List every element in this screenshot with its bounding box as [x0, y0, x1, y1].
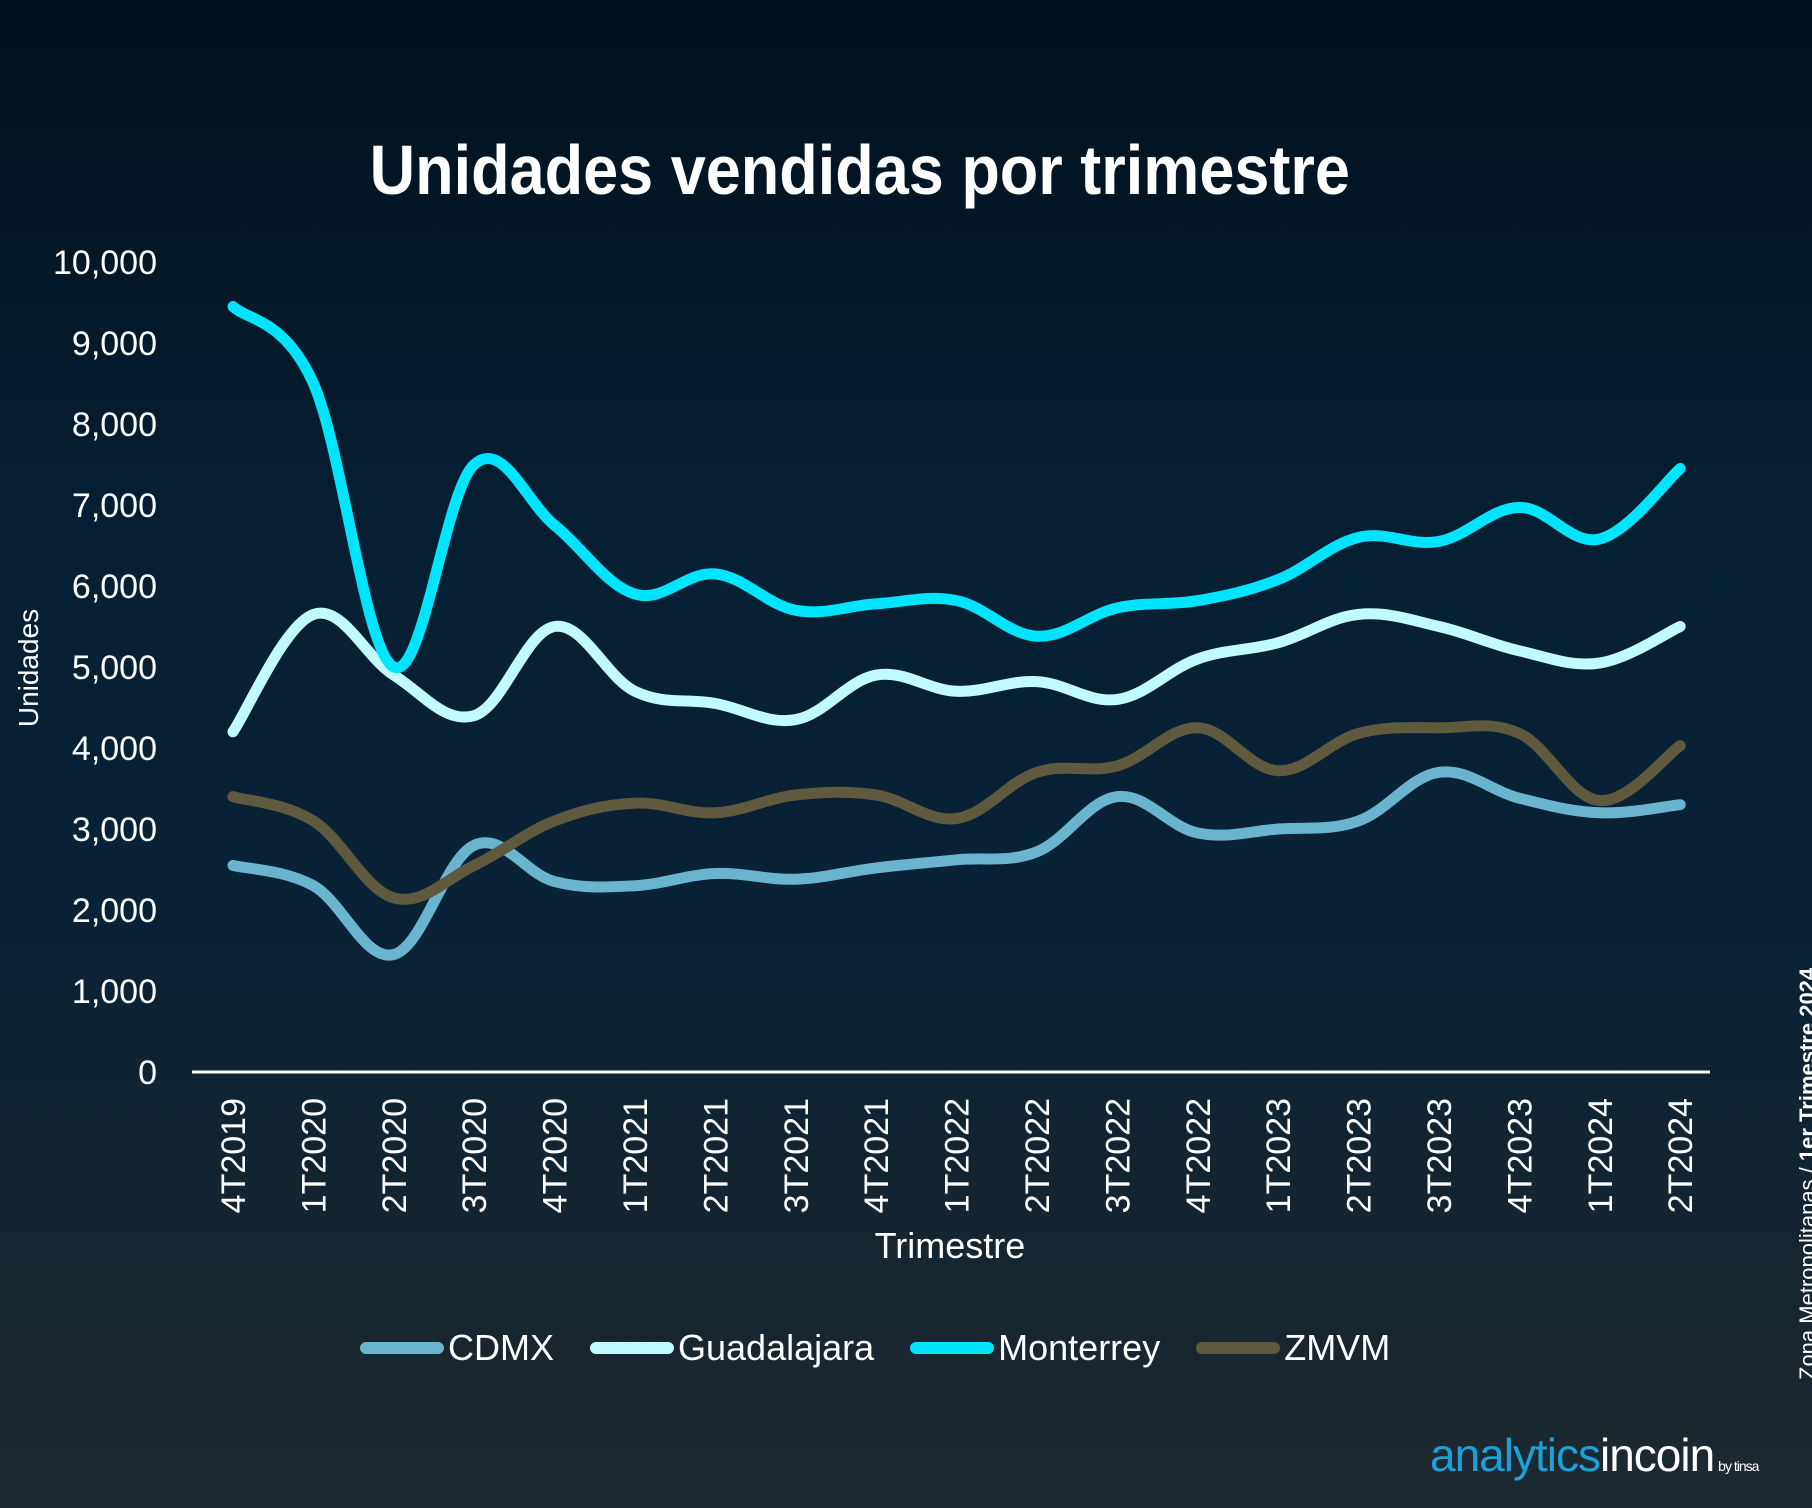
y-tick-label: 8,000	[72, 406, 157, 444]
legend-label: CDMX	[448, 1327, 554, 1368]
x-tick-label: 4T2019	[215, 1098, 253, 1213]
y-tick-label: 7,000	[72, 487, 157, 525]
y-tick-label: 2,000	[72, 892, 157, 930]
series-group	[227, 301, 1686, 961]
legend-item-monterrey: Monterrey	[910, 1327, 1160, 1369]
y-tick-label: 4,000	[72, 730, 157, 768]
x-tick-label: 2T2020	[376, 1098, 414, 1213]
y-tick-label: 3,000	[72, 811, 157, 849]
x-tick-label: 1T2022	[939, 1098, 977, 1213]
y-tick-label: 5,000	[72, 649, 157, 687]
x-tick-label: 4T2023	[1501, 1098, 1539, 1213]
legend-swatch	[360, 1342, 444, 1354]
legend-item-zmvm: ZMVM	[1196, 1327, 1390, 1369]
legend-swatch	[1196, 1342, 1281, 1354]
legend-label: ZMVM	[1284, 1327, 1391, 1368]
x-tick-label: 3T2022	[1099, 1098, 1137, 1213]
x-tick-label: 2T2024	[1662, 1098, 1700, 1213]
x-axis-ticks: 4T2019 1T2020 2T2020 3T2020 4T2020 1T2021 2T20…	[215, 1098, 1700, 1213]
y-axis-label: Unidades	[13, 609, 44, 727]
side-note-text: Zona Metropolitanas	[1795, 1179, 1812, 1380]
legend-item-guadalajara: Guadalajara	[590, 1327, 874, 1369]
x-tick-label: 3T2021	[778, 1098, 816, 1213]
x-tick-label: 2T2022	[1019, 1098, 1057, 1213]
y-axis-ticks: 0 1,000 2,000 3,000 4,000 5,000 6,000 7,000 8,00…	[53, 244, 157, 1092]
legend: CDMX Guadalajara Monterrey ZMVM	[360, 1320, 1390, 1376]
brand-analytics: analytics	[1430, 1429, 1601, 1481]
x-tick-label: 4T2021	[858, 1098, 896, 1213]
side-note: Zona Metropolitanas / 1er Trimestre 2024	[1795, 968, 1812, 1380]
brand-by-tinsa: by tinsa	[1718, 1458, 1759, 1474]
y-tick-label: 10,000	[53, 244, 157, 282]
x-tick-label: 3T2020	[456, 1098, 494, 1213]
legend-label: Monterrey	[998, 1327, 1161, 1368]
x-tick-label: 4T2022	[1180, 1098, 1218, 1213]
y-tick-label: 9,000	[72, 325, 157, 363]
series-line-zmvm	[227, 720, 1686, 905]
legend-swatch	[590, 1342, 674, 1354]
x-tick-label: 2T2021	[697, 1098, 735, 1213]
x-tick-label: 2T2023	[1341, 1098, 1379, 1213]
series-line-guadalajara	[227, 607, 1686, 738]
y-tick-label: 6,000	[72, 568, 157, 606]
chart-title: Unidades vendidas por trimestre	[369, 131, 1350, 209]
x-tick-label: 1T2020	[295, 1098, 333, 1213]
x-tick-label: 4T2020	[537, 1098, 575, 1213]
x-tick-label: 1T2024	[1582, 1098, 1620, 1213]
brand-incoin: incoin	[1599, 1429, 1715, 1481]
legend-item-cdmx: CDMX	[360, 1327, 554, 1369]
side-note-separator: /	[1795, 1161, 1812, 1179]
x-tick-label: 3T2023	[1421, 1098, 1459, 1213]
x-axis-label: Trimestre	[875, 1225, 1026, 1266]
x-tick-label: 1T2021	[617, 1098, 655, 1213]
legend-label: Guadalajara	[678, 1327, 875, 1368]
x-tick-label: 1T2023	[1260, 1098, 1298, 1213]
legend-swatch	[910, 1342, 995, 1354]
side-note-period: 1er Trimestre 2024	[1795, 967, 1812, 1162]
series-line-cdmx	[227, 766, 1686, 961]
y-tick-label: 1,000	[72, 973, 157, 1011]
y-tick-label: 0	[138, 1054, 157, 1092]
series-line-monterrey	[227, 301, 1686, 674]
brand-logo: analyticsincoin by tinsa	[1430, 1428, 1759, 1482]
